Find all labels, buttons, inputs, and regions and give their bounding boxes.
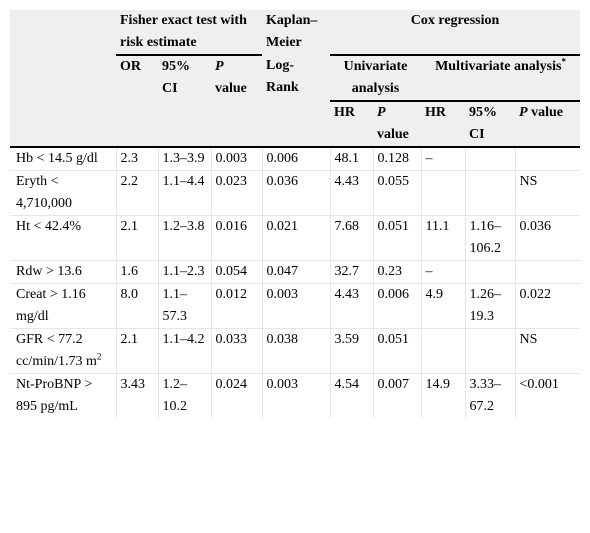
cell-p: 0.054 [210,260,262,284]
row-label: GFR < 77.2 cc/min/1.73 m2 [10,328,116,374]
cell-p: 0.012 [210,283,262,329]
cell-multi-ci: 3.33–67.2 [464,373,515,418]
header-or: OR [116,55,158,148]
cell-ci: 1.3–3.9 [157,147,211,171]
cell-or: 2.1 [115,328,158,374]
cell-ci: 1.2–3.8 [157,215,211,261]
cell-multi-hr: – [420,260,465,284]
cell-p: 0.003 [210,147,262,171]
cell-univ-p: 0.055 [372,170,421,216]
header-multi-hr: HR [421,101,465,148]
cell-multi-p: 0.036 [514,215,581,261]
table-row: Eryth < 4,710,000 2.2 1.1–4.4 0.023 0.03… [10,170,581,216]
header-multi-95ci: 95% CI [465,101,515,148]
cell-ci: 1.1–4.4 [157,170,211,216]
cell-multi-hr: 14.9 [420,373,465,418]
header-blank [10,10,116,148]
cell-multi-ci [464,147,515,171]
cell-logrank: 0.003 [261,373,330,418]
cell-univ-p: 0.006 [372,283,421,329]
cell-logrank: 0.021 [261,215,330,261]
cell-logrank: 0.036 [261,170,330,216]
table-row: GFR < 77.2 cc/min/1.73 m2 2.1 1.1–4.2 0.… [10,328,581,374]
table-body: Hb < 14.5 g/dl 2.3 1.3–3.9 0.003 0.006 4… [10,147,581,418]
row-label: Eryth < 4,710,000 [10,170,116,216]
table-row: Ht < 42.4% 2.1 1.2–3.8 0.016 0.021 7.68 … [10,215,581,261]
cell-or: 2.2 [115,170,158,216]
cell-logrank: 0.047 [261,260,330,284]
cell-p: 0.016 [210,215,262,261]
row-label: Hb < 14.5 g/dl [10,147,116,171]
table-row: Rdw > 13.6 1.6 1.1–2.3 0.054 0.047 32.7 … [10,260,581,284]
cell-or: 8.0 [115,283,158,329]
row-label: Ht < 42.4% [10,215,116,261]
cell-univ-p: 0.051 [372,215,421,261]
cell-multi-ci [464,260,515,284]
row-label: Nt-ProBNP > 895 pg/mL [16,377,93,414]
results-table: Fisher exact test with risk estimate Kap… [10,10,581,418]
cell-or: 2.1 [115,215,158,261]
cell-multi-hr [420,170,465,216]
cell-univ-hr: 4.54 [329,373,373,418]
cell-univ-p: 0.23 [372,260,421,284]
cell-multi-p [514,260,581,284]
cell-p: 0.024 [210,373,262,418]
cell-multi-ci: 1.16–106.2 [464,215,515,261]
table-row: Creat > 1.16 mg/dl 8.0 1.1–57.3 0.012 0.… [10,283,581,329]
header-univ-hr: HR [330,101,373,148]
header-log-rank: Log-Rank [262,55,330,148]
cell-p: 0.023 [210,170,262,216]
table-row: Hb < 14.5 g/dl 2.3 1.3–3.9 0.003 0.006 4… [10,147,581,171]
header-cox-regression: Cox regression [330,10,581,56]
footnote-mark: * [561,56,566,67]
superscript-two: 2 [96,351,102,362]
row-label: Rdw > 13.6 [10,260,116,284]
cell-ci: 1.1–4.2 [157,328,211,374]
cell-ci: 1.2–10.2 [157,373,211,418]
cell-multi-hr: 11.1 [420,215,465,261]
cell-or: 2.3 [115,147,158,171]
cell-multi-ci [464,170,515,216]
cell-univ-hr: 3.59 [329,328,373,374]
cell-multi-p: <0.001 [514,373,581,418]
cell-univ-p: 0.051 [372,328,421,374]
row-label: Creat > 1.16 mg/dl [10,283,116,329]
cell-logrank: 0.038 [261,328,330,374]
cell-univ-hr: 32.7 [329,260,373,284]
cell-multi-p [514,147,581,171]
cell-multi-hr: 4.9 [420,283,465,329]
cell-ci: 1.1–57.3 [157,283,211,329]
cell-multi-ci [464,328,515,374]
header-univariate: Univariate analysis [330,55,421,102]
cell-multi-p: NS [514,328,581,374]
cell-univ-p: 0.007 [372,373,421,418]
header-multivariate: Multivariate analysis* [421,55,581,102]
cell-univ-hr: 7.68 [329,215,373,261]
cell-univ-hr: 4.43 [329,170,373,216]
table-header: Fisher exact test with risk estimate Kap… [10,10,581,148]
cell-logrank: 0.006 [261,147,330,171]
cell-multi-hr: – [420,147,465,171]
cell-multi-hr [420,328,465,374]
header-multi-p: P value [515,101,581,148]
cell-univ-hr: 4.43 [329,283,373,329]
cell-or: 1.6 [115,260,158,284]
cell-univ-p: 0.128 [372,147,421,171]
header-kaplan-meier: Kaplan–Meier [262,10,330,55]
cell-p: 0.033 [210,328,262,374]
cell-multi-p: NS [514,170,581,216]
cell-univ-hr: 48.1 [329,147,373,171]
header-95ci: 95% CI [158,55,211,148]
cell-logrank: 0.003 [261,283,330,329]
header-fisher: Fisher exact test with risk estimate [116,10,262,56]
table-row: Nt-ProBNP > 895 pg/mL 3.43 1.2–10.2 0.02… [10,373,581,418]
cell-ci: 1.1–2.3 [157,260,211,284]
cell-multi-ci: 1.26–19.3 [464,283,515,329]
cell-multi-p: 0.022 [514,283,581,329]
cell-or: 3.43 [115,373,158,418]
